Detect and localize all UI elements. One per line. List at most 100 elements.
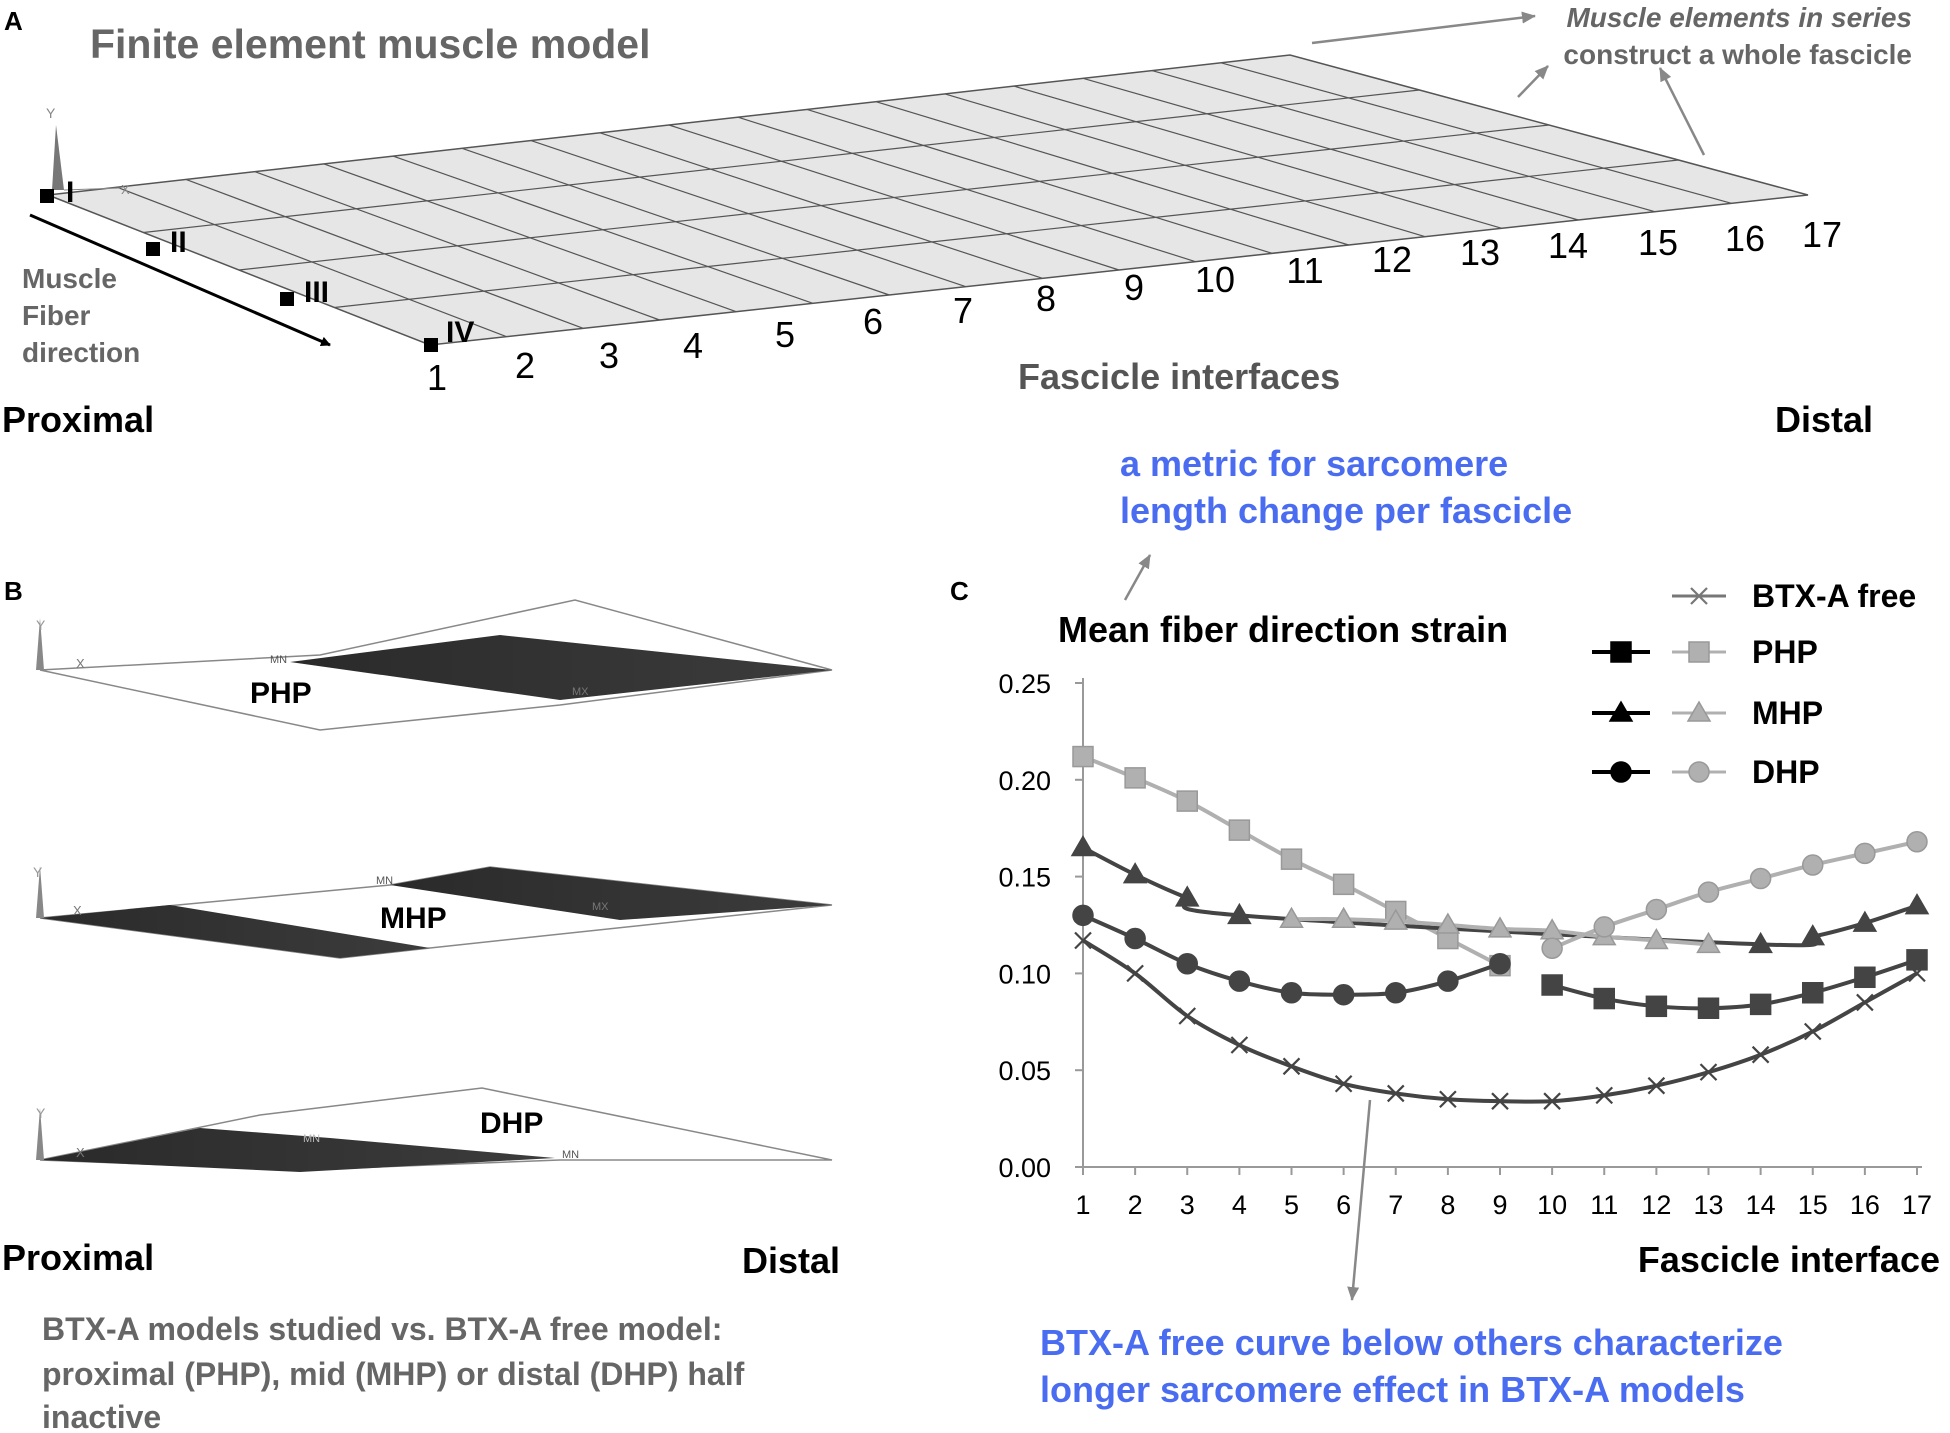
y-tick-label: 0.05	[998, 1056, 1051, 1086]
x-tick-label: 1	[1075, 1190, 1090, 1220]
x-tick-label: 2	[1128, 1190, 1143, 1220]
x-tick-label: 4	[1232, 1190, 1247, 1220]
panel-a-title: Finite element muscle model	[90, 21, 651, 67]
data-point	[1229, 971, 1249, 991]
interface-number: 17	[1802, 214, 1842, 255]
x-tick-label: 10	[1537, 1190, 1567, 1220]
data-point	[1125, 929, 1145, 949]
legend-label: BTX-A free	[1752, 578, 1916, 614]
bottom-note: BTX-A free curve below others characteri…	[1040, 1322, 1793, 1410]
php-axis-x-label: X	[76, 656, 85, 671]
php-model: Y X MN MX PHP	[36, 600, 832, 730]
data-point	[1073, 747, 1093, 767]
x-tick-label: 8	[1440, 1190, 1455, 1220]
data-point	[1646, 996, 1666, 1016]
data-point	[1386, 983, 1406, 1003]
annotation-series-line2: construct a whole fascicle	[1563, 39, 1912, 70]
corner-marker-iii	[280, 292, 294, 306]
x-tick-label: 7	[1388, 1190, 1403, 1220]
x-tick-label: 14	[1746, 1190, 1776, 1220]
legend-label: PHP	[1752, 634, 1818, 670]
caption-line3: inactive	[42, 1399, 161, 1433]
data-point	[1177, 954, 1197, 974]
axis-triad-a: Y X	[46, 105, 130, 197]
interface-number: 12	[1372, 239, 1412, 280]
data-point	[1803, 855, 1823, 875]
interface-number: 11	[1286, 250, 1323, 291]
metric-note-line2: length change per fascicle	[1120, 490, 1572, 531]
data-point	[1542, 938, 1562, 958]
x-tick-label: 5	[1284, 1190, 1299, 1220]
interface-number: 14	[1548, 225, 1588, 266]
php-mn-label: MN	[270, 654, 287, 666]
panel-b-caption: BTX-A models studied vs. BTX-A free mode…	[42, 1311, 753, 1433]
bottom-note-line1: BTX-A free curve below others characteri…	[1040, 1322, 1783, 1363]
legend-marker-dark	[1611, 642, 1631, 662]
mhp-model: Y X MN MX MHP	[33, 864, 832, 958]
php-label: PHP	[250, 677, 312, 710]
data-point	[1125, 768, 1145, 788]
data-point	[1857, 994, 1873, 1010]
data-point	[1646, 900, 1666, 920]
mhp-mx-label: MX	[592, 901, 609, 913]
interface-number: 5	[775, 314, 795, 355]
dhp-label: DHP	[480, 1107, 543, 1140]
interface-number: 13	[1460, 232, 1500, 273]
interface-number: 3	[599, 335, 619, 376]
interface-number: 1	[427, 357, 447, 398]
annotation-arrow-right	[1312, 16, 1535, 43]
interface-number: 10	[1195, 259, 1235, 300]
data-point	[1751, 869, 1771, 889]
interface-number: 4	[683, 325, 703, 366]
panel-b-proximal: Proximal	[2, 1237, 154, 1278]
data-point	[1282, 983, 1302, 1003]
dhp-model: Y X MN MN DHP	[36, 1088, 832, 1172]
interface-number: 7	[953, 290, 973, 331]
data-point	[1073, 905, 1093, 925]
corner-marker-iv	[424, 338, 438, 352]
bottom-note-line2: longer sarcomere effect in BTX-A models	[1040, 1369, 1745, 1410]
data-point	[1072, 837, 1094, 856]
x-tick-label: 11	[1590, 1190, 1618, 1220]
caption-line2: proximal (PHP), mid (MHP) or distal (DHP…	[42, 1356, 745, 1392]
interface-number: 16	[1725, 218, 1765, 259]
x-axis-label: Fascicle interface	[1638, 1239, 1940, 1280]
corner-marker-i	[40, 189, 54, 203]
corner-marker-ii	[146, 242, 160, 256]
dhp-mx-label: MN	[562, 1149, 579, 1161]
data-point	[1751, 994, 1771, 1014]
figure: A Finite element muscle model Y X I II I…	[0, 0, 1950, 1433]
panel-b-letter: B	[4, 576, 23, 606]
data-point	[1855, 843, 1875, 863]
panel-c: C a metric for sarcomere length change p…	[950, 443, 1940, 1410]
data-point	[1699, 998, 1719, 1018]
legend-label: DHP	[1752, 754, 1820, 790]
data-point	[1594, 989, 1614, 1009]
x-tick-label: 12	[1641, 1190, 1671, 1220]
annotation-series-line1: Muscle elements in series	[1566, 2, 1912, 33]
x-tick-label: 3	[1180, 1190, 1195, 1220]
x-tick-label: 16	[1850, 1190, 1880, 1220]
data-point	[1229, 820, 1249, 840]
mhp-mn-label: MN	[376, 875, 393, 887]
legend-marker-light	[1689, 642, 1709, 662]
panel-b-distal: Distal	[742, 1240, 840, 1281]
data-point	[1231, 1037, 1247, 1053]
data-point	[1907, 832, 1927, 852]
annotation-arrow-center	[1660, 68, 1704, 155]
data-point	[1699, 882, 1719, 902]
data-point	[1124, 864, 1146, 883]
corner-label-iii: III	[304, 276, 329, 309]
fiber-label-line3: direction	[22, 337, 140, 368]
fascicle-interfaces-label: Fascicle interfaces	[1018, 356, 1340, 397]
y-tick-label: 0.00	[998, 1153, 1051, 1183]
data-point	[1542, 975, 1562, 995]
strain-chart: Mean fiber direction strain0.000.050.100…	[998, 578, 1940, 1280]
legend-marker-dark	[1611, 762, 1631, 782]
php-mx-label: MX	[572, 686, 589, 698]
data-point	[1438, 971, 1458, 991]
fiber-direction-label: Muscle Fiber direction	[22, 263, 140, 368]
interface-number: 6	[863, 301, 883, 342]
interface-number: 2	[515, 345, 535, 386]
corner-label-iv: IV	[446, 316, 474, 349]
